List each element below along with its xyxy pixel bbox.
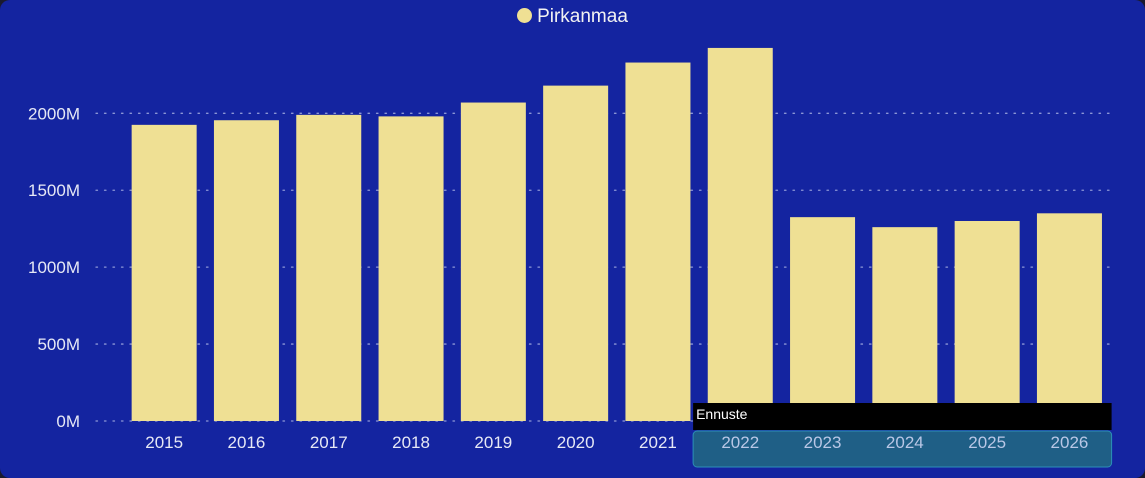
bar-2018[interactable]	[378, 116, 444, 421]
x-tick-label: 2021	[639, 433, 677, 452]
bar-2017[interactable]	[296, 114, 362, 421]
y-tick-label: 2000M	[28, 104, 80, 123]
x-tick-label: 2019	[474, 433, 512, 452]
x-tick-label: 2015	[145, 433, 183, 452]
bar-2024[interactable]	[872, 227, 938, 421]
legend[interactable]: Pirkanmaa	[0, 6, 1145, 28]
x-tick-label: 2017	[310, 433, 348, 452]
forecast-label-banner	[693, 403, 1112, 430]
bar-2015[interactable]	[131, 124, 197, 421]
forecast-label: Ennuste	[696, 406, 748, 422]
bar-2021[interactable]	[625, 62, 691, 422]
bar-2023[interactable]	[790, 217, 856, 421]
y-tick-label: 1500M	[28, 181, 80, 200]
bar-2016[interactable]	[213, 120, 279, 421]
bar-2020[interactable]	[543, 85, 609, 421]
x-tick-label: 2023	[804, 433, 842, 452]
bar-2025[interactable]	[954, 221, 1020, 421]
x-tick-label: 2024	[886, 433, 924, 452]
y-tick-label: 1000M	[28, 258, 80, 277]
x-tick-label: 2026	[1051, 433, 1089, 452]
y-tick-label: 500M	[37, 335, 80, 354]
bar-2022[interactable]	[707, 47, 773, 422]
x-tick-label: 2022	[721, 433, 759, 452]
legend-marker-pirkanmaa	[517, 8, 533, 23]
legend-label-pirkanmaa: Pirkanmaa	[537, 6, 628, 27]
bar-2026[interactable]	[1036, 213, 1102, 421]
forecast-highlight-box[interactable]	[692, 430, 1113, 468]
y-tick-label: 0M	[56, 412, 80, 431]
x-tick-label: 2018	[392, 433, 430, 452]
x-tick-label: 2025	[968, 433, 1006, 452]
bar-2019[interactable]	[460, 102, 526, 422]
x-tick-label: 2016	[228, 433, 266, 452]
x-tick-label: 2020	[557, 433, 595, 452]
